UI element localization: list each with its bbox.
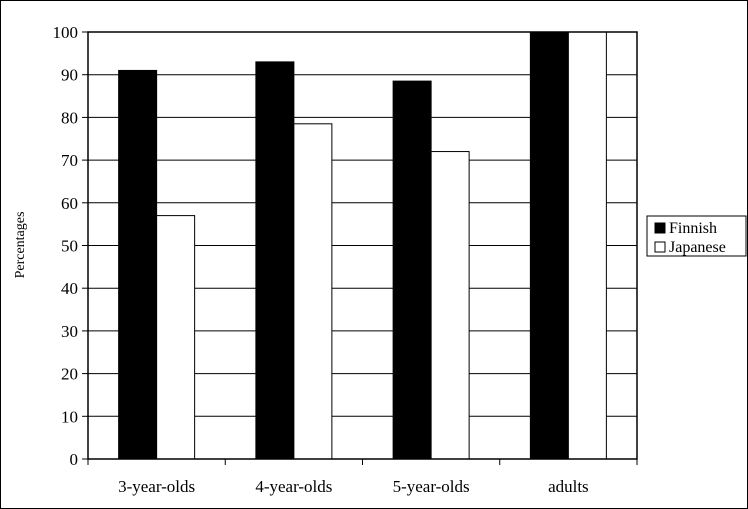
plot-area: 0 10 20 30 40 50 60 70 80 90 100 3-year-olds 4-year… — [53, 23, 638, 496]
bar-japanese-3 — [567, 31, 607, 460]
y-tick-label: 30 — [61, 322, 78, 341]
y-tick-label: 80 — [61, 108, 78, 127]
y-tick-label: 40 — [61, 279, 78, 298]
x-axis: 3-year-olds 4-year-olds 5-year-olds adults — [87, 459, 638, 496]
bar-finnish-0 — [118, 69, 158, 460]
y-tick-label: 100 — [53, 23, 79, 42]
y-axis: 0 10 20 30 40 50 60 70 80 90 100 — [53, 23, 88, 469]
legend: Finnish Japanese — [646, 215, 747, 257]
x-tick-label: 4-year-olds — [255, 477, 332, 496]
y-tick-label: 90 — [61, 66, 78, 85]
bar-japanese-2 — [430, 151, 470, 460]
y-tick-label: 20 — [61, 365, 78, 384]
bar-finnish-2 — [392, 80, 432, 460]
y-tick-label: 0 — [70, 450, 79, 469]
y-tick-label: 10 — [61, 407, 78, 426]
bar-japanese-1 — [293, 123, 333, 460]
y-axis-title: Percentages — [13, 212, 28, 279]
y-tick-label: 70 — [61, 151, 78, 170]
y-tick-label: 50 — [61, 237, 78, 256]
x-tick-label: 5-year-olds — [393, 477, 470, 496]
bar-finnish-3 — [529, 31, 569, 460]
y-tick-label: 60 — [61, 194, 78, 213]
legend-swatch-finnish — [654, 222, 666, 234]
bars — [118, 31, 607, 460]
bar-japanese-0 — [156, 215, 196, 460]
bar-finnish-1 — [255, 61, 295, 460]
legend-label-finnish: Finnish — [669, 220, 717, 237]
x-tick-label: adults — [548, 477, 589, 496]
legend-swatch-japanese — [654, 241, 666, 253]
legend-label-japanese: Japanese — [669, 239, 726, 256]
x-tick-label: 3-year-olds — [118, 477, 195, 496]
